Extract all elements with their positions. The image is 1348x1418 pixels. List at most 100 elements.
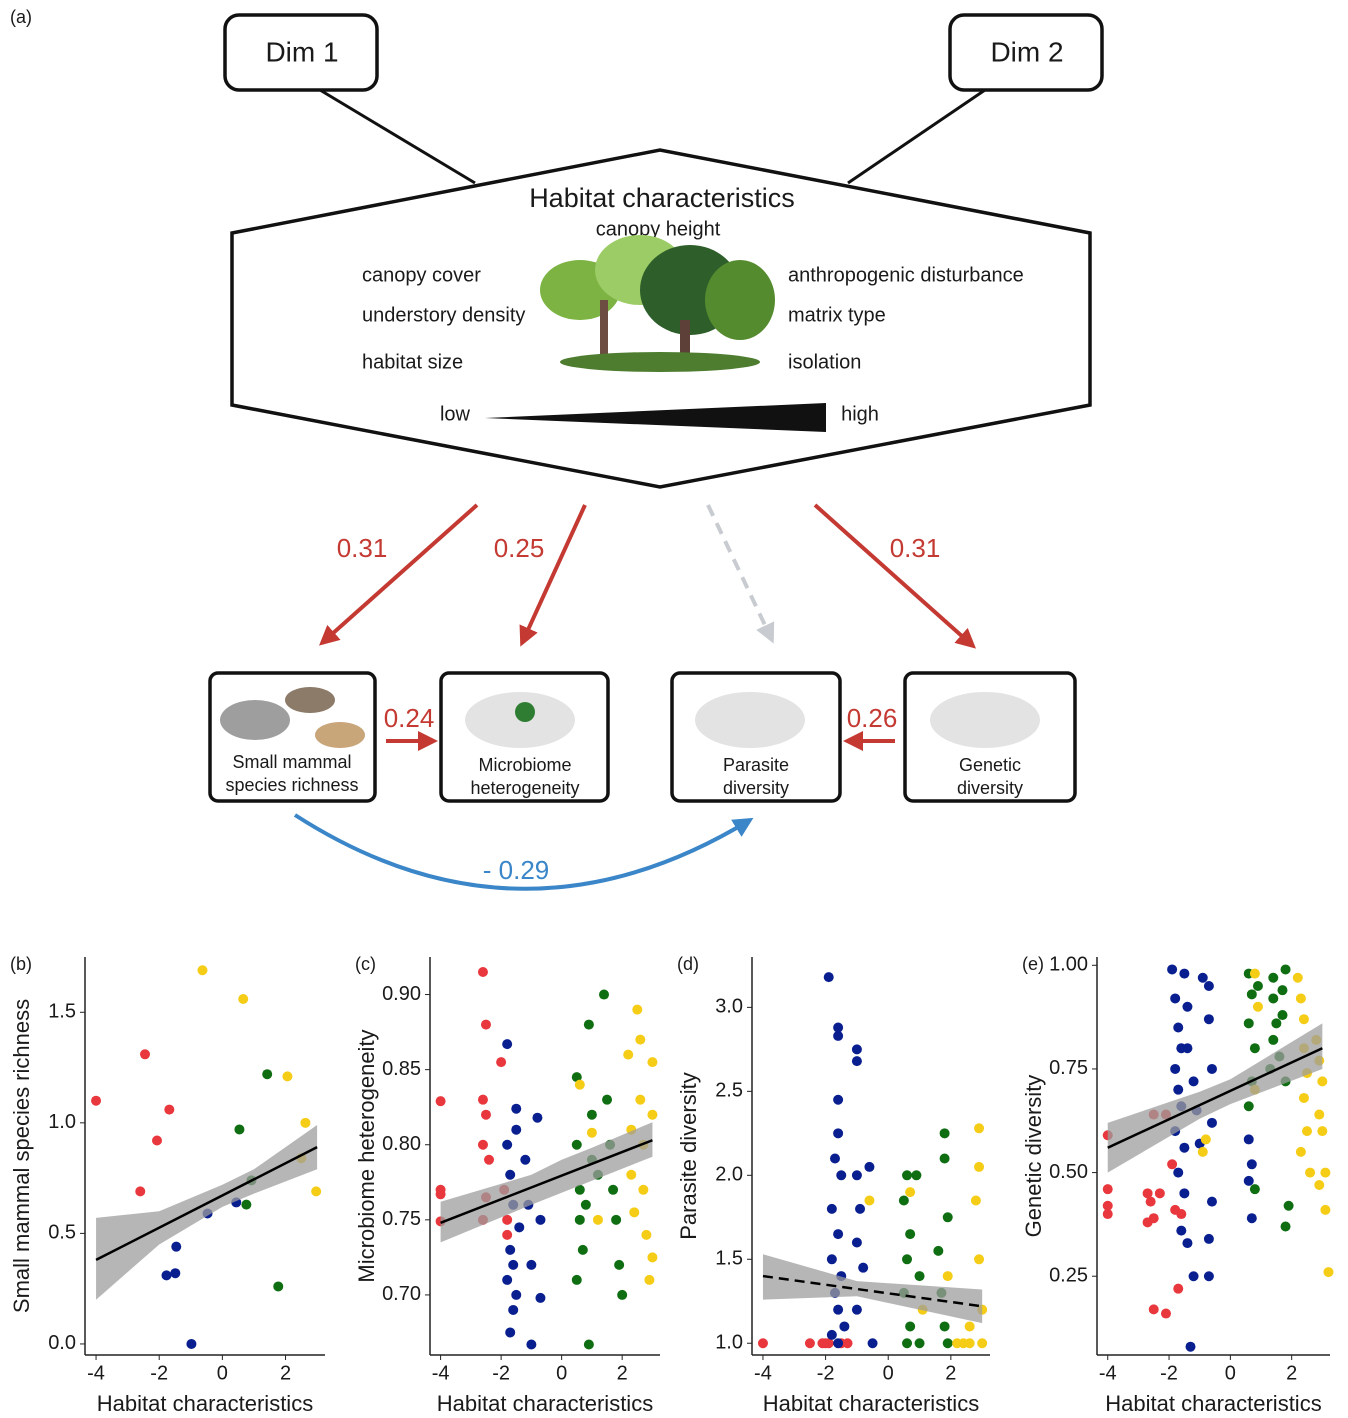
- point: [1247, 1159, 1257, 1169]
- point: [481, 1110, 491, 1120]
- point: [1189, 1271, 1199, 1281]
- point: [1198, 973, 1208, 983]
- point: [1167, 964, 1177, 974]
- x-tick-label: 2: [1286, 1362, 1297, 1384]
- y-tick-label: 0.0: [48, 1332, 76, 1354]
- connector: [320, 90, 475, 183]
- point: [1198, 1147, 1208, 1157]
- point: [1253, 981, 1263, 991]
- diagram: (a) Dim 1 Dim 2 Habitat characteristics …: [10, 7, 1102, 889]
- point: [858, 1263, 868, 1273]
- figure: (a) Dim 1 Dim 2 Habitat characteristics …: [0, 0, 1348, 1418]
- point: [1173, 1168, 1183, 1178]
- point: [593, 1215, 603, 1225]
- point: [1268, 1035, 1278, 1045]
- point: [1176, 1209, 1186, 1219]
- x-tick-label: 0: [217, 1362, 228, 1384]
- point: [833, 1095, 843, 1105]
- point: [1317, 1126, 1327, 1136]
- x-tick-label: 0: [556, 1362, 567, 1384]
- x-tick-label: -2: [1160, 1362, 1178, 1384]
- y-tick-label: 0.25: [1049, 1265, 1088, 1287]
- point: [864, 1196, 874, 1206]
- point: [535, 1293, 545, 1303]
- point: [836, 1170, 846, 1180]
- x-tick-label: -4: [87, 1362, 105, 1384]
- point: [478, 967, 488, 977]
- confidence-band: [96, 1125, 317, 1300]
- fit-line: [96, 1147, 317, 1260]
- point: [511, 1104, 521, 1114]
- point: [617, 1290, 627, 1300]
- point: [575, 1080, 585, 1090]
- point: [611, 1215, 621, 1225]
- point: [1268, 973, 1278, 983]
- point: [940, 1321, 950, 1331]
- point: [1155, 1188, 1165, 1198]
- path-coefficient: 0.26: [847, 703, 898, 733]
- point: [599, 990, 609, 1000]
- path-coefficient: 0.24: [384, 703, 435, 733]
- point: [644, 1275, 654, 1285]
- point: [1103, 1184, 1113, 1194]
- point: [587, 1110, 597, 1120]
- point: [1302, 1126, 1312, 1136]
- point: [1204, 1014, 1214, 1024]
- point: [197, 965, 207, 975]
- hexagon-title: Habitat characteristics: [529, 183, 795, 213]
- dim-label: Dim 1: [265, 36, 338, 67]
- point: [311, 1186, 321, 1196]
- point: [140, 1049, 150, 1059]
- point: [638, 1185, 648, 1195]
- confidence-band: [763, 1254, 982, 1323]
- point: [1189, 1076, 1199, 1086]
- y-tick-label: 0.70: [382, 1283, 421, 1305]
- point: [833, 1305, 843, 1315]
- point: [1176, 1226, 1186, 1236]
- point: [572, 1140, 582, 1150]
- point: [1204, 981, 1214, 991]
- point: [852, 1305, 862, 1315]
- point: [170, 1268, 180, 1278]
- node-label: Parasite: [723, 755, 789, 775]
- point: [1320, 1205, 1330, 1215]
- point: [965, 1338, 975, 1348]
- y-tick-label: 3.0: [715, 996, 743, 1018]
- point: [827, 1254, 837, 1264]
- point: [1186, 1342, 1196, 1352]
- y-tick-label: 1.00: [1049, 954, 1088, 976]
- point: [974, 1123, 984, 1133]
- point: [833, 1338, 843, 1348]
- point: [1182, 1002, 1192, 1012]
- point: [647, 1057, 657, 1067]
- point: [1182, 1043, 1192, 1053]
- point: [1250, 969, 1260, 979]
- fit-line: [1108, 1048, 1323, 1148]
- point: [238, 994, 248, 1004]
- point: [300, 1118, 310, 1128]
- point: [977, 1338, 987, 1348]
- point: [481, 1020, 491, 1030]
- point: [1305, 1168, 1315, 1178]
- point: [1207, 1197, 1217, 1207]
- point: [520, 1155, 530, 1165]
- point: [1247, 989, 1257, 999]
- point: [833, 1128, 843, 1138]
- point: [608, 1185, 618, 1195]
- y-tick-label: 0.75: [1049, 1057, 1088, 1079]
- point: [1204, 1271, 1214, 1281]
- y-tick-label: 1.5: [715, 1248, 743, 1270]
- point: [1170, 1064, 1180, 1074]
- point: [1207, 1064, 1217, 1074]
- point: [864, 1162, 874, 1172]
- point: [234, 1124, 244, 1134]
- point: [572, 1275, 582, 1285]
- point: [1173, 1085, 1183, 1095]
- x-tick-label: -4: [432, 1362, 450, 1384]
- point: [505, 1170, 515, 1180]
- point: [833, 1031, 843, 1041]
- point: [1204, 1234, 1214, 1244]
- x-tick-label: -2: [492, 1362, 510, 1384]
- point: [1179, 1143, 1189, 1153]
- path-arrow: [522, 505, 585, 643]
